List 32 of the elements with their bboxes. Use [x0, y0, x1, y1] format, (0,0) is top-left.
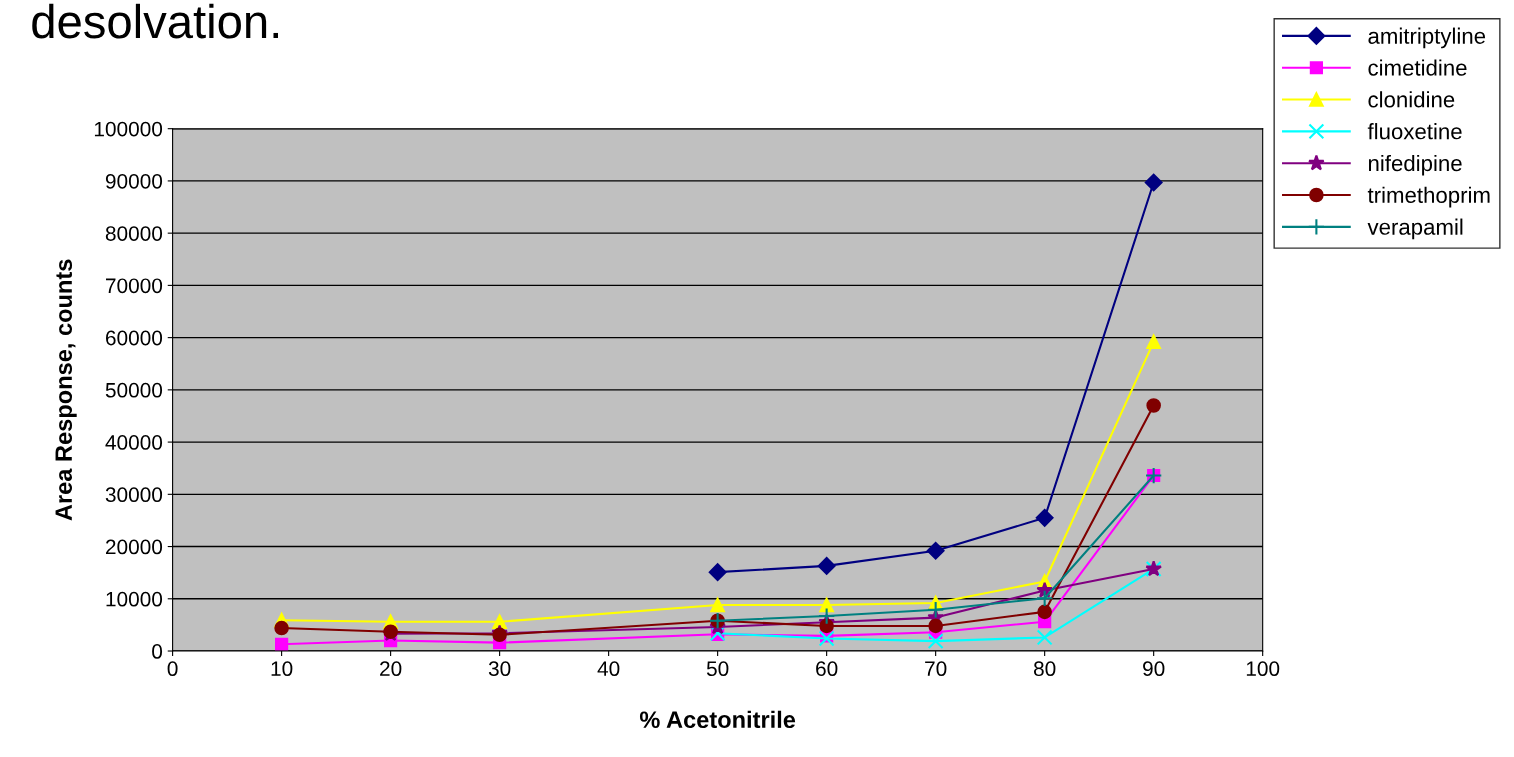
y-tick-label: 10000 — [106, 591, 163, 607]
x-tick-label: 80 — [1033, 661, 1056, 677]
y-tick-label: 40000 — [105, 435, 163, 450]
legend-label: amitriptyline — [1368, 27, 1486, 49]
x-axis-title: % Acetonitrile — [639, 710, 796, 729]
x-tick-label: 20 — [380, 661, 402, 677]
legend-label: verapamil — [1367, 218, 1463, 240]
y-tick-label: 0 — [152, 644, 163, 659]
x-tick-label: 100 — [1246, 661, 1280, 677]
x-tick-label: 90 — [1143, 661, 1165, 677]
x-tick-label: 40 — [597, 661, 620, 677]
legend-label: fluoxetine — [1367, 123, 1462, 140]
y-axis-title: Area Response, counts — [55, 259, 77, 521]
x-tick-label: 0 — [167, 661, 178, 677]
y-tick-label: 90000 — [105, 173, 163, 189]
x-tick-label: 50 — [706, 661, 729, 677]
y-tick-label: 60000 — [106, 330, 163, 346]
y-tick-label: 80000 — [105, 226, 163, 241]
legend-label: clonidine — [1368, 91, 1455, 108]
legend-label: nifedipine — [1368, 154, 1462, 176]
legend-label: trimethoprim — [1367, 186, 1490, 208]
legend-label: cimetidine — [1368, 59, 1467, 76]
y-tick-label: 100000 — [94, 121, 163, 137]
x-tick-label: 30 — [488, 661, 511, 677]
chart-title: desolvation. — [32, 3, 278, 39]
y-tick-label: 50000 — [105, 382, 163, 398]
x-tick-label: 70 — [925, 661, 947, 677]
y-tick-label: 30000 — [105, 487, 163, 503]
y-tick-label: 70000 — [106, 278, 163, 294]
x-tick-label: 60 — [816, 661, 838, 677]
x-tick-label: 10 — [271, 661, 293, 677]
y-tick-label: 20000 — [106, 539, 163, 555]
